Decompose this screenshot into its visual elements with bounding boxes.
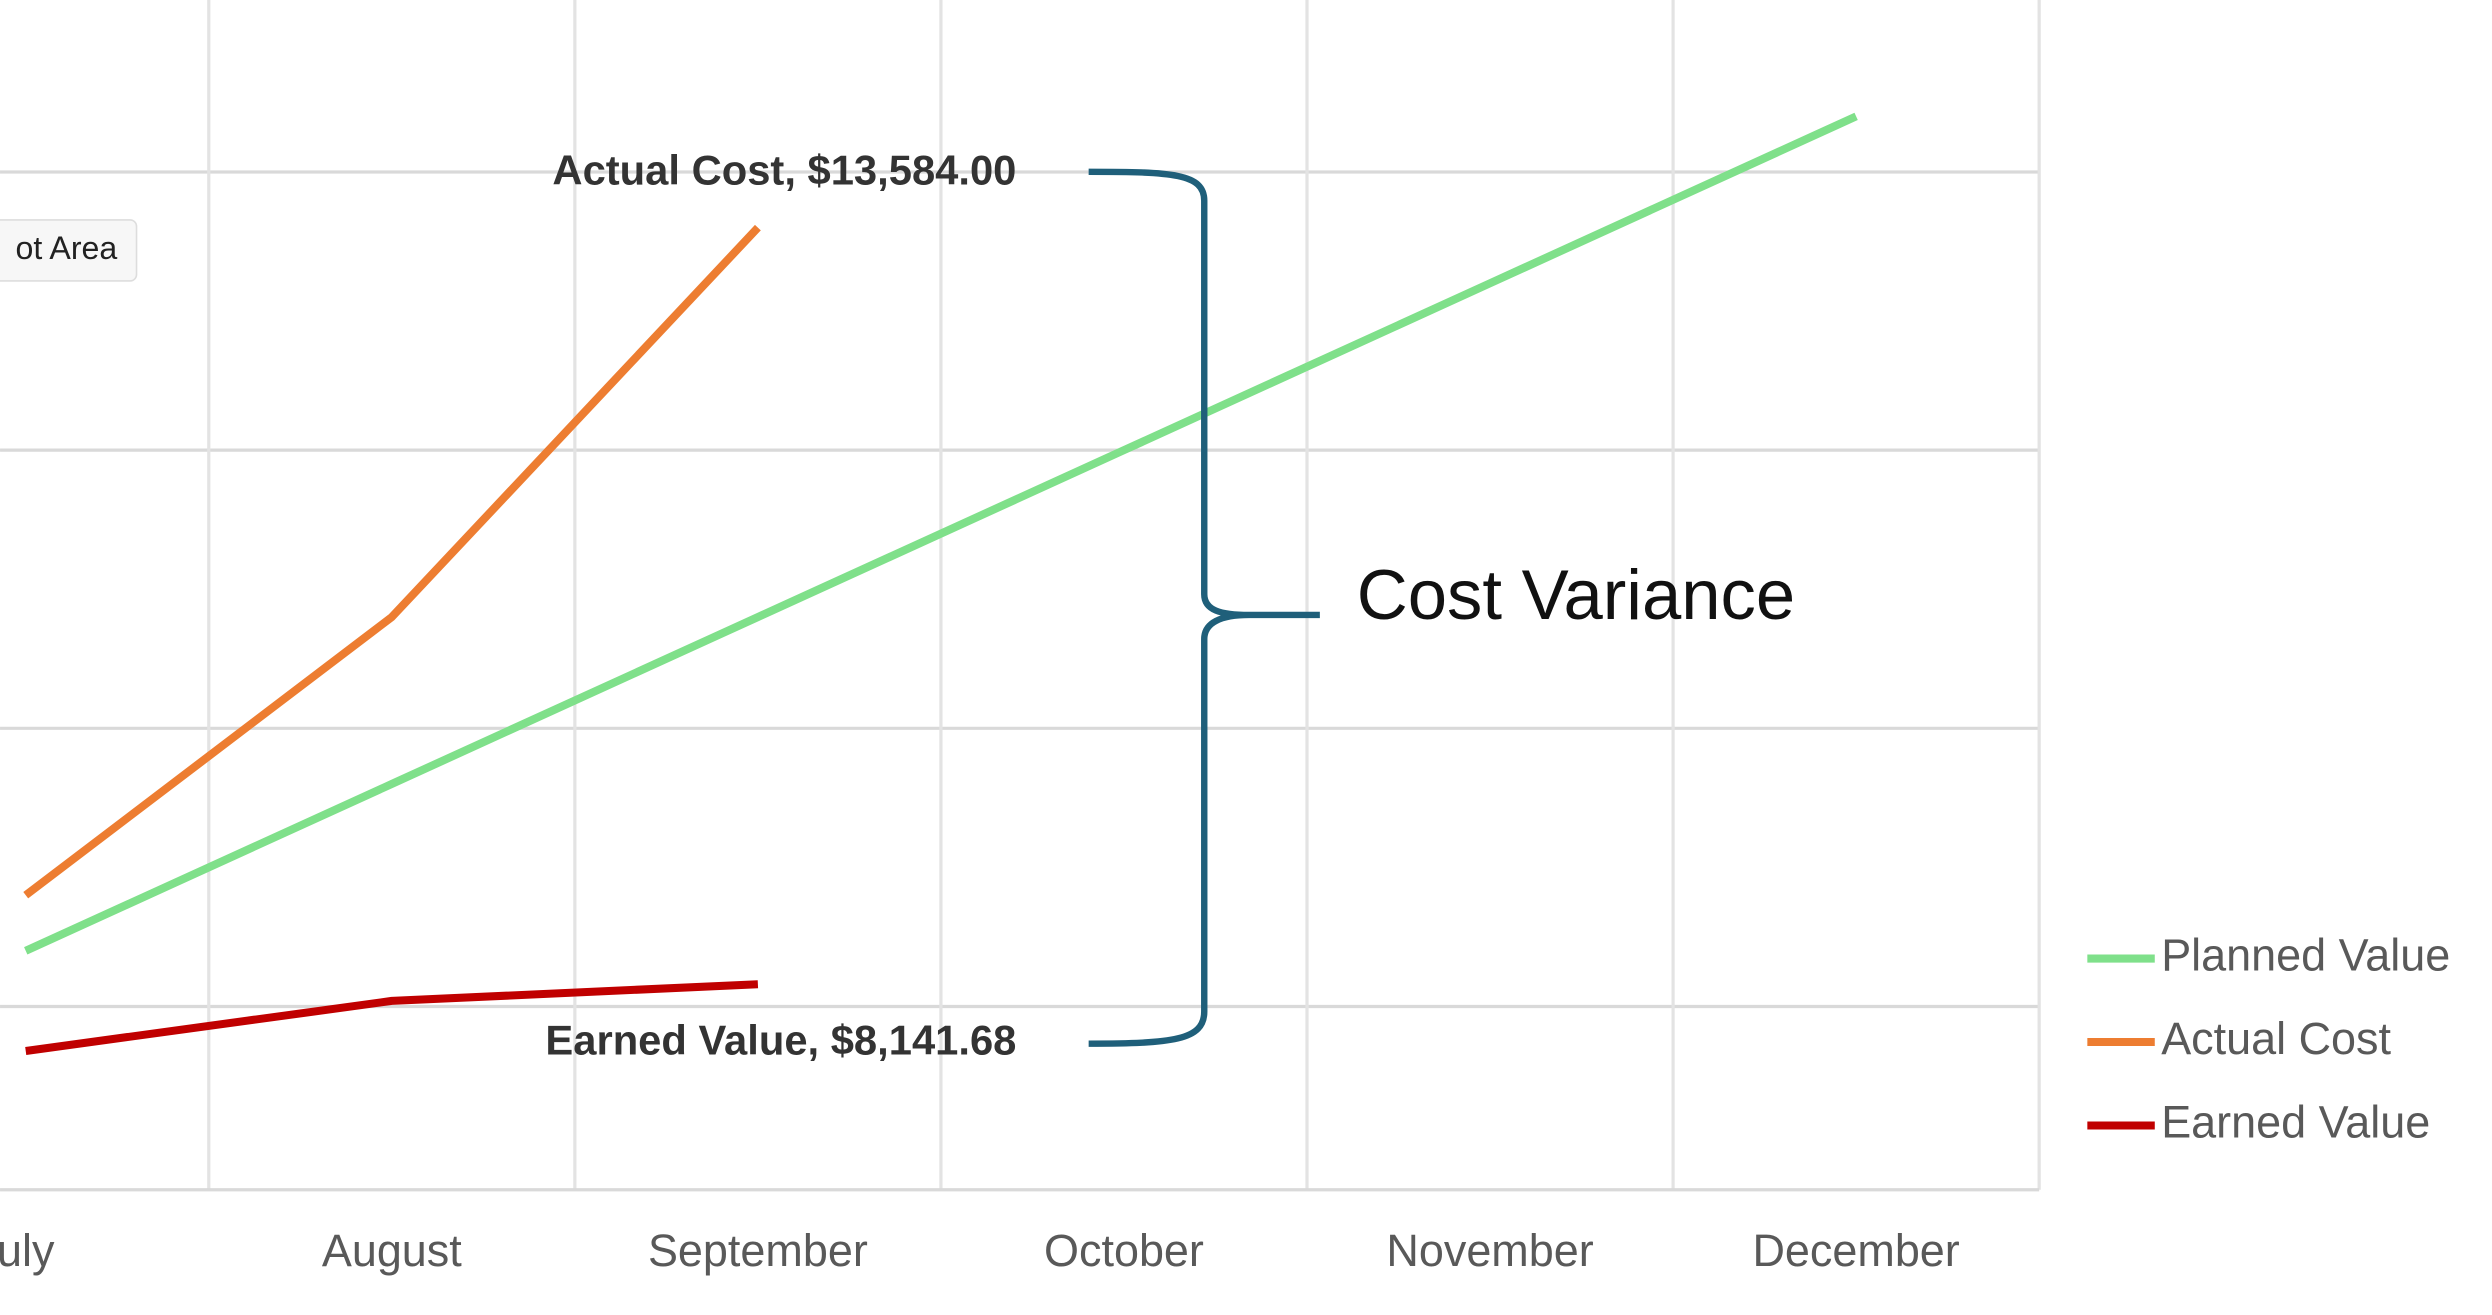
legend-label: Planned Value [2161,929,2450,980]
series-line [24,112,1858,955]
x-tick-label: September [648,1225,868,1276]
x-tick-label: November [1386,1225,1593,1276]
tooltip-text: ot Area [15,230,117,266]
series-line [25,980,759,1055]
legend-label: Actual Cost [2161,1013,2391,1064]
actual-cost-annotation: Actual Cost, $13,584.00 [552,146,1016,193]
legend-label: Earned Value [2161,1096,2430,1147]
earned-value-annotation: Earned Value, $8,141.68 [545,1017,1016,1064]
brace [1088,168,1320,1047]
series-line [23,224,761,899]
x-tick-label: August [322,1225,462,1276]
tooltip-box [0,219,138,282]
plot [23,112,1858,1055]
x-tick-label: December [1752,1225,1959,1276]
cost-variance-label: Cost Variance [1357,555,1795,634]
grid: uly August September October November Decembe… [0,0,2041,1276]
x-tick-label: uly [0,1225,55,1276]
x-tick-label: October [1044,1225,1204,1276]
